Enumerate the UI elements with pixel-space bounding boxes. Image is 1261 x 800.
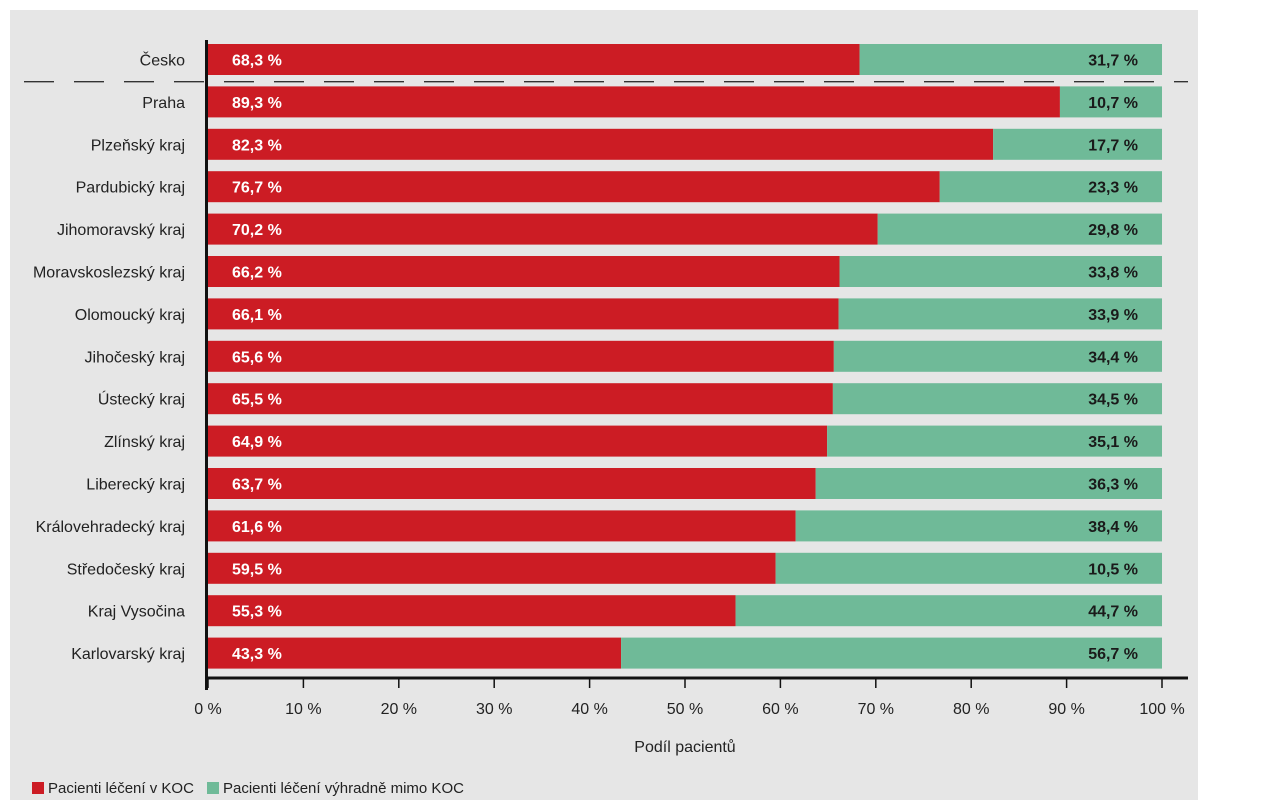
x-tick-label-5: 50 % — [667, 701, 703, 718]
value-label-koc-moravskoslezsky-kraj: 66,2 % — [232, 265, 282, 282]
bar-koc-jihocesky-kraj — [208, 340, 834, 372]
bar-mimo-koc-cesko — [859, 44, 1162, 75]
value-label-mimo-koc-cesko: 31,7 % — [1088, 53, 1138, 70]
x-tick-label-10: 100 % — [1139, 701, 1184, 718]
legend-swatch-koc — [32, 782, 44, 794]
bar-koc-zlinsky-kraj — [208, 425, 828, 457]
category-label-cesko: Česko — [140, 51, 185, 70]
category-label-kralovehradecky-kraj: Královehradecký kraj — [36, 519, 185, 536]
value-label-mimo-koc-jihocesky-kraj: 34,4 % — [1088, 349, 1138, 366]
legend-swatch-mimo-koc — [207, 782, 219, 794]
value-label-koc-plzensky-kraj: 82,3 % — [232, 137, 282, 154]
labels-layer: Česko 68,3 % 31,7 % Praha 89,3 % 10,7 % Plzeňs… — [33, 51, 1138, 664]
value-label-koc-karlovarsky-kraj: 43,3 % — [232, 646, 282, 663]
bar-mimo-koc-olomoucky-kraj — [838, 298, 1162, 330]
bar-koc-kralovehradecky-kraj — [208, 510, 796, 542]
x-tick-label-8: 80 % — [953, 701, 989, 718]
category-label-jihocesky-kraj: Jihočeský kraj — [85, 349, 185, 366]
legend-label-koc: Pacienti léčení v KOC — [48, 780, 194, 797]
category-label-karlovarsky-kraj: Karlovarský kraj — [71, 646, 185, 663]
category-label-kraj-vysocina: Kraj Vysočina — [88, 604, 185, 621]
value-label-koc-ustecky-kraj: 65,5 % — [232, 392, 282, 409]
bar-mimo-koc-praha — [1059, 86, 1162, 118]
value-label-koc-kraj-vysocina: 55,3 % — [232, 604, 282, 621]
x-tick-label-2: 20 % — [381, 701, 417, 718]
category-label-moravskoslezsky-kraj: Moravskoslezský kraj — [33, 265, 185, 282]
category-label-zlinsky-kraj: Zlínský kraj — [104, 434, 185, 451]
legend: Pacienti léčení v KOC Pacienti léčení vý… — [32, 780, 464, 797]
x-axis: 0 % 10 % 20 % 30 % 40 % 50 % 60 % 70 % 80 % 90 % 1… — [194, 40, 1188, 718]
value-label-mimo-koc-plzensky-kraj: 17,7 % — [1088, 137, 1138, 154]
value-label-koc-liberecky-kraj: 63,7 % — [232, 477, 282, 494]
bar-koc-pardubicky-kraj — [208, 171, 940, 203]
bar-mimo-koc-moravskoslezsky-kraj — [839, 256, 1162, 287]
category-label-olomoucky-kraj: Olomoucký kraj — [75, 307, 185, 324]
bar-koc-karlovarsky-kraj — [208, 637, 622, 669]
x-tick-label-3: 30 % — [476, 701, 512, 718]
value-label-mimo-koc-moravskoslezsky-kraj: 33,8 % — [1088, 265, 1138, 282]
bar-mimo-koc-kralovehradecky-kraj — [795, 510, 1162, 542]
value-label-koc-praha: 89,3 % — [232, 95, 282, 112]
bar-koc-liberecky-kraj — [208, 468, 816, 499]
category-label-liberecky-kraj: Liberecký kraj — [86, 477, 185, 494]
bar-mimo-koc-plzensky-kraj — [993, 128, 1162, 160]
value-label-mimo-koc-kralovehradecky-kraj: 38,4 % — [1088, 519, 1138, 536]
x-tick-label-0: 0 % — [194, 701, 222, 718]
bar-koc-moravskoslezsky-kraj — [208, 256, 840, 287]
value-label-koc-olomoucky-kraj: 66,1 % — [232, 307, 282, 324]
value-label-mimo-koc-karlovarsky-kraj: 56,7 % — [1088, 646, 1138, 663]
value-label-mimo-koc-kraj-vysocina: 44,7 % — [1088, 604, 1138, 621]
value-label-mimo-koc-stredocesky-kraj: 10,5 % — [1088, 561, 1138, 578]
value-label-mimo-koc-liberecky-kraj: 36,3 % — [1088, 477, 1138, 494]
bar-koc-jihomoravsky-kraj — [208, 213, 878, 245]
value-label-koc-zlinsky-kraj: 64,9 % — [232, 434, 282, 451]
x-tick-label-9: 90 % — [1048, 701, 1084, 718]
value-label-koc-kralovehradecky-kraj: 61,6 % — [232, 519, 282, 536]
value-label-mimo-koc-zlinsky-kraj: 35,1 % — [1088, 434, 1138, 451]
category-label-jihomoravsky-kraj: Jihomoravský kraj — [57, 222, 185, 239]
x-tick-label-1: 10 % — [285, 701, 321, 718]
stacked-bar-chart: Česko 68,3 % 31,7 % Praha 89,3 % 10,7 % Plzeňs… — [24, 40, 1188, 797]
value-label-mimo-koc-jihomoravsky-kraj: 29,8 % — [1088, 222, 1138, 239]
bar-koc-olomoucky-kraj — [208, 298, 839, 330]
bars-layer — [208, 44, 1162, 669]
bar-mimo-koc-kraj-vysocina — [735, 595, 1162, 627]
bar-mimo-koc-zlinsky-kraj — [827, 425, 1162, 457]
chart-panel: Česko 68,3 % 31,7 % Praha 89,3 % 10,7 % Plzeňs… — [10, 10, 1198, 800]
value-label-koc-cesko: 68,3 % — [232, 53, 282, 70]
value-label-mimo-koc-olomoucky-kraj: 33,9 % — [1088, 307, 1138, 324]
category-label-stredocesky-kraj: Středočeský kraj — [67, 561, 185, 578]
category-label-pardubicky-kraj: Pardubický kraj — [76, 180, 185, 197]
category-label-ustecky-kraj: Ústecký kraj — [98, 390, 185, 409]
value-label-mimo-koc-praha: 10,7 % — [1088, 95, 1138, 112]
value-label-mimo-koc-pardubicky-kraj: 23,3 % — [1088, 180, 1138, 197]
bar-koc-kraj-vysocina — [208, 595, 736, 627]
bar-mimo-koc-liberecky-kraj — [815, 468, 1162, 499]
bar-koc-cesko — [208, 44, 860, 75]
x-axis-title: Podíl pacientů — [634, 738, 735, 756]
value-label-koc-pardubicky-kraj: 76,7 % — [232, 180, 282, 197]
x-tick-label-6: 60 % — [762, 701, 798, 718]
value-label-koc-stredocesky-kraj: 59,5 % — [232, 561, 282, 578]
bar-mimo-koc-jihomoravsky-kraj — [877, 213, 1162, 245]
bar-koc-stredocesky-kraj — [208, 552, 776, 584]
bar-koc-praha — [208, 86, 1060, 118]
value-label-mimo-koc-ustecky-kraj: 34,5 % — [1088, 392, 1138, 409]
bar-mimo-koc-jihocesky-kraj — [833, 340, 1162, 372]
bar-mimo-koc-pardubicky-kraj — [939, 171, 1162, 203]
category-label-plzensky-kraj: Plzeňský kraj — [91, 137, 185, 154]
bar-koc-ustecky-kraj — [208, 383, 833, 415]
value-label-koc-jihomoravsky-kraj: 70,2 % — [232, 222, 282, 239]
value-label-koc-jihocesky-kraj: 65,6 % — [232, 349, 282, 366]
x-tick-label-4: 40 % — [571, 701, 607, 718]
bar-mimo-koc-stredocesky-kraj — [775, 552, 1162, 584]
x-tick-label-7: 70 % — [858, 701, 894, 718]
bar-mimo-koc-ustecky-kraj — [832, 383, 1162, 415]
bar-mimo-koc-karlovarsky-kraj — [621, 637, 1162, 669]
legend-label-mimo-koc: Pacienti léčení výhradně mimo KOC — [223, 780, 464, 797]
bar-koc-plzensky-kraj — [208, 128, 994, 160]
category-label-praha: Praha — [142, 95, 185, 112]
